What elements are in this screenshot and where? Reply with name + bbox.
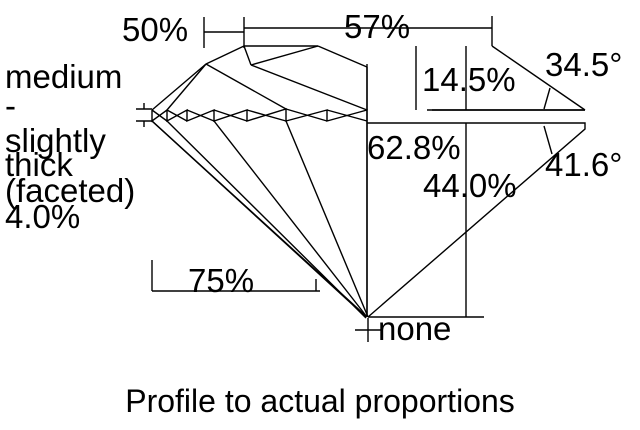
svg-text:Profile to actual proportions: Profile to actual proportions	[125, 383, 515, 419]
svg-text:4.0%: 4.0%	[5, 198, 80, 235]
svg-text:34.5°: 34.5°	[545, 46, 622, 83]
svg-text:50%: 50%	[122, 11, 188, 48]
svg-text:-: -	[5, 87, 16, 124]
svg-text:57%: 57%	[344, 8, 410, 45]
svg-text:41.6°: 41.6°	[545, 146, 622, 183]
svg-text:75%: 75%	[188, 262, 254, 299]
svg-text:14.5%: 14.5%	[422, 61, 516, 98]
svg-text:44.0%: 44.0%	[423, 167, 517, 204]
svg-text:none: none	[378, 310, 451, 347]
svg-text:medium: medium	[5, 58, 122, 95]
svg-text:62.8%: 62.8%	[367, 129, 461, 166]
